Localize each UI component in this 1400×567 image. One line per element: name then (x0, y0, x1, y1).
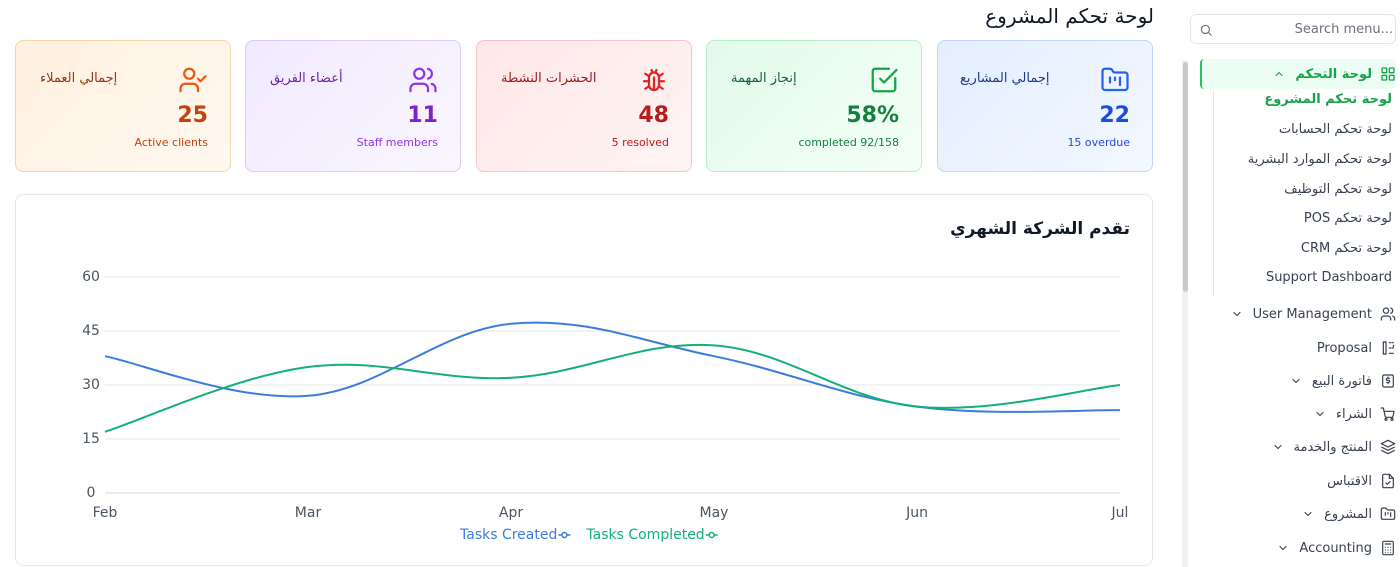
legend-marker-dot (708, 531, 715, 539)
stat-title: أعضاء الفريق (270, 71, 343, 86)
scrollbar-thumb[interactable] (1183, 62, 1188, 292)
stat-value: 48 (638, 103, 669, 128)
x-tick-label: May (700, 505, 729, 521)
x-tick-label: Mar (295, 505, 322, 521)
series-line (104, 321, 1121, 413)
cart-icon (1380, 407, 1395, 421)
stat-subtext: Active clients (134, 136, 208, 149)
sidebar-item-products-services[interactable]: المنتج والخدمة (1272, 434, 1396, 460)
sidebar-item-label: User Management (1252, 306, 1372, 322)
sidebar-item-sales-invoice[interactable]: فاتورة البيع (1290, 368, 1396, 394)
y-tick-label: 45 (82, 323, 100, 339)
search-box[interactable] (1190, 14, 1396, 44)
grid-icon (1381, 67, 1395, 81)
sidebar-item-dashboard[interactable]: لوحة التحكم (1273, 61, 1396, 87)
x-tick-label: Feb (93, 505, 118, 521)
user-check-icon (179, 67, 207, 93)
legend-label: Tasks Created (459, 527, 557, 543)
y-tick-label: 30 (82, 377, 100, 393)
chart-title: تقدم الشركة الشهري (950, 219, 1130, 239)
layers-icon (1380, 439, 1396, 455)
sidebar-item-label: الشراء (1335, 406, 1372, 422)
stat-title: الحشرات النشطة (501, 71, 597, 86)
chevron-down-icon (1233, 311, 1241, 317)
stat-value: 22 (1099, 103, 1130, 128)
stat-card-team[interactable]: أعضاء الفريق 11 Staff members (245, 40, 461, 172)
invoice-icon (1382, 374, 1394, 388)
chevron-up-icon (1275, 71, 1283, 77)
sidebar-subitem-pos-dashboard[interactable]: لوحة تحكم POS (1303, 211, 1392, 226)
sidebar-subitem-support-dashboard[interactable]: Support Dashboard (1265, 270, 1392, 285)
stat-subtext: 5 resolved (611, 136, 669, 149)
file-check-icon (1382, 473, 1394, 489)
chevron-down-icon (1292, 378, 1300, 384)
sidebar-item-label: فاتورة البيع (1311, 373, 1372, 389)
sidebar-item-label: Proposal (1316, 340, 1372, 356)
sidebar-item-label: المشروع (1324, 506, 1372, 522)
y-tick-label: 0 (87, 485, 96, 501)
submenu-guide-line (1213, 90, 1214, 296)
chevron-down-icon (1279, 545, 1287, 551)
stat-subtext: completed 92/158 (798, 136, 899, 149)
stat-cards: إجمالي العملاء 25 Active clients أعضاء ا… (15, 40, 1154, 172)
chevron-down-icon (1273, 444, 1282, 450)
sidebar-item-purchase[interactable]: الشراء (1314, 401, 1396, 427)
users-icon (409, 67, 437, 93)
series-line (104, 343, 1121, 433)
sidebar-item-dashboard-active-bg (1200, 59, 1396, 89)
proposal-icon (1382, 341, 1394, 355)
sidebar-subitem-hr-dashboard[interactable]: لوحة تحكم الموارد البشرية (1247, 152, 1392, 167)
x-tick-label: Apr (499, 505, 523, 521)
stat-card-clients[interactable]: إجمالي العملاء 25 Active clients (15, 40, 231, 172)
y-tick-label: 60 (82, 269, 100, 285)
sidebar-subitem-recruitment-dashboard[interactable]: لوحة تحكم التوظيف (1284, 182, 1392, 197)
sidebar-item-project[interactable]: المشروع (1302, 501, 1396, 527)
stat-subtext: 15 overdue (1067, 136, 1130, 149)
stat-card-tasks[interactable]: إنجاز المهمة 58% completed 92/158 (706, 40, 922, 172)
sidebar-subitem-project-dashboard[interactable]: لوحة تحكم المشروع (1264, 92, 1392, 107)
sidebar-scrollbar[interactable] (1182, 60, 1188, 567)
search-icon (1200, 24, 1212, 36)
sidebar-item-label: لوحة التحكم (1295, 66, 1372, 82)
monthly-progress-chart-card: تقدم الشركة الشهري 0 15 30 45 60 Feb Mar Apr May… (15, 194, 1153, 566)
stat-title: إنجاز المهمة (731, 71, 797, 86)
check-square-icon (871, 67, 898, 93)
y-tick-label: 15 (82, 431, 100, 447)
stat-card-projects[interactable]: إجمالي المشاريع 22 15 overdue (937, 40, 1153, 172)
legend-label: Tasks Completed (585, 527, 704, 543)
sidebar-item-proposal[interactable]: Proposal (1317, 335, 1396, 361)
calculator-icon (1382, 540, 1394, 556)
search-input[interactable] (1215, 15, 1393, 43)
stat-value: 58% (846, 103, 899, 128)
sidebar-item-label: المنتج والخدمة (1293, 439, 1372, 455)
sidebar: لوحة التحكم لوحة تحكم المشروع لوحة تحكم … (1182, 0, 1400, 567)
sidebar-item-user-management[interactable]: User Management (1231, 301, 1396, 327)
legend-marker-dot (561, 531, 568, 539)
stat-title: إجمالي العملاء (40, 71, 118, 86)
sidebar-item-accounting[interactable]: Accounting (1277, 535, 1396, 561)
stat-value: 11 (407, 103, 438, 128)
stat-value: 25 (177, 103, 208, 128)
sidebar-item-quotation[interactable]: الاقتباس (1327, 468, 1396, 494)
sidebar-item-label: Accounting (1299, 540, 1372, 556)
sidebar-subitem-crm-dashboard[interactable]: لوحة تحكم CRM (1300, 241, 1392, 256)
stat-card-bugs[interactable]: الحشرات النشطة 48 5 resolved (476, 40, 692, 172)
folder-kanban-icon (1101, 67, 1129, 92)
bug-icon (642, 68, 666, 92)
chevron-down-icon (1316, 411, 1324, 417)
x-tick-label: Jul (1111, 505, 1129, 521)
main-content: لوحة تحكم المشروع إجمالي العملاء 25 Acti… (15, 4, 1154, 566)
sidebar-item-label: الاقتباس (1327, 473, 1372, 489)
users-icon (1380, 307, 1396, 321)
stat-subtext: Staff members (356, 136, 438, 149)
line-chart: 0 15 30 45 60 Feb Mar Apr May Jun Jul Tasks Created… (82, 269, 1129, 543)
stat-title: إجمالي المشاريع (960, 71, 1050, 86)
sidebar-subitem-accounts-dashboard[interactable]: لوحة تحكم الحسابات (1278, 122, 1392, 137)
page-title: لوحة تحكم المشروع (985, 4, 1154, 28)
x-tick-label: Jun (905, 505, 928, 521)
folder-icon (1380, 507, 1396, 520)
chevron-down-icon (1304, 511, 1312, 517)
